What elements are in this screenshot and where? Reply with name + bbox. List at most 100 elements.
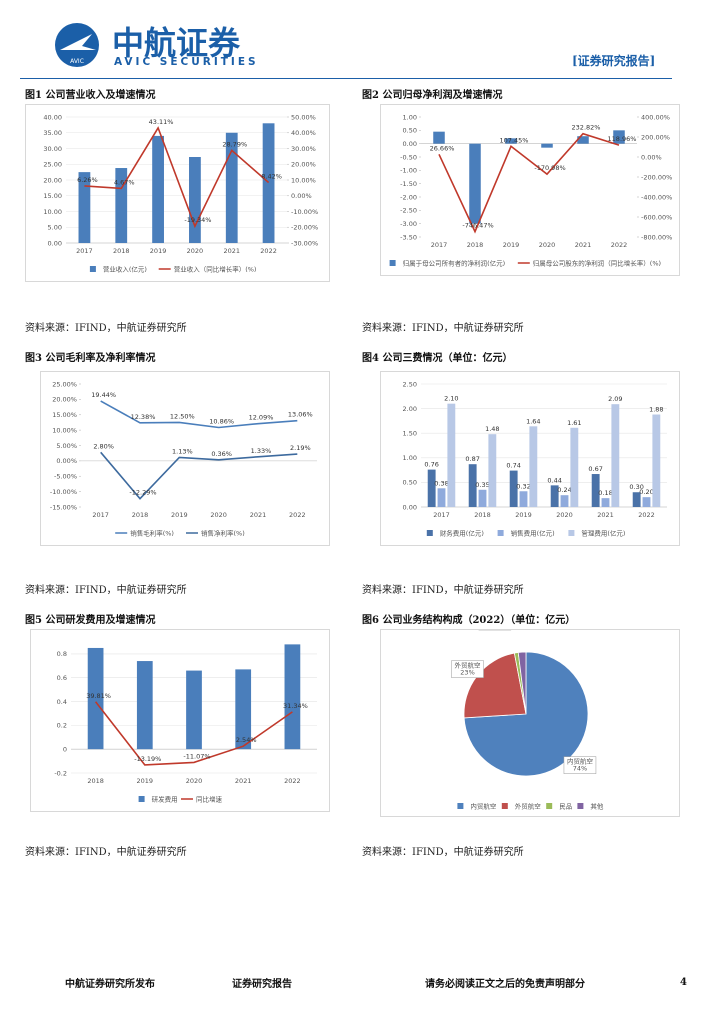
data-label: 19.44% (91, 391, 116, 399)
legend-swatch (577, 803, 584, 809)
legend-label: 归属母公司股东的净利润（同比增长率）(%) (533, 258, 661, 267)
data-label: -19.34% (184, 216, 211, 224)
data-label: 39.81% (86, 692, 111, 700)
bar (235, 669, 252, 750)
bar (478, 489, 487, 507)
pie-slice (517, 651, 527, 715)
bar (427, 469, 436, 507)
y-tick-label: 0.50 (403, 127, 417, 135)
x-tick-label: 2022 (284, 777, 301, 785)
y-tick-label: -3.00 (400, 220, 417, 228)
y-tick-label: -10.00% (50, 488, 77, 496)
data-label: 2.10 (444, 395, 458, 403)
y-tick-label: -0.50 (400, 153, 417, 161)
data-label: 2.54% (236, 736, 257, 744)
data-label: 0.74 (506, 462, 520, 470)
legend-label: 销售毛利率(%) (130, 528, 174, 537)
data-label: 10.86% (209, 417, 234, 425)
bar (529, 426, 538, 507)
data-label: 1.64 (526, 417, 540, 425)
y2-tick-label: 50.00% (291, 113, 316, 121)
data-label: 26.66% (430, 144, 455, 152)
x-tick-label: 2018 (474, 511, 491, 519)
x-tick-label: 2017 (92, 511, 109, 519)
y-tick-label: 15.00% (52, 411, 77, 419)
header-rule (20, 78, 672, 79)
data-label: 0.36% (211, 450, 232, 458)
bar (78, 172, 91, 243)
data-label: 2.09 (608, 395, 622, 403)
bar (632, 492, 641, 507)
y-tick-label: -3.50 (400, 233, 417, 241)
line-series (100, 451, 298, 500)
data-label: 0.18 (598, 489, 612, 497)
x-tick-label: 2022 (638, 511, 655, 519)
data-label: 0.87 (465, 455, 479, 463)
data-label: 12.38% (131, 413, 156, 421)
legend-swatch (138, 796, 145, 802)
x-tick-label: 2021 (597, 511, 614, 519)
y-tick-label: 0.4 (57, 698, 67, 706)
y-tick-label: 25.00% (52, 380, 77, 388)
data-label: 28.79% (222, 140, 247, 148)
legend-swatch (501, 803, 508, 809)
y-tick-label: 0.00 (403, 503, 417, 511)
y-tick-label: 30.00 (43, 145, 62, 153)
y2-tick-label: -20.00% (291, 224, 318, 232)
y2-tick-label: -800.00% (641, 233, 672, 241)
legend-swatch (89, 266, 96, 272)
y2-tick-label: 30.00% (291, 145, 316, 153)
x-tick-label: 2019 (137, 777, 154, 785)
bar (262, 123, 275, 243)
x-tick-label: 2020 (210, 511, 227, 519)
y-tick-label: 40.00 (43, 113, 62, 121)
legend-label: 销售费用(亿元) (511, 528, 555, 537)
x-tick-label: 2020 (556, 511, 573, 519)
y-tick-label: 2.50 (403, 380, 417, 388)
y2-tick-label: 20.00% (291, 161, 316, 169)
data-label: 107.45% (500, 136, 529, 144)
figure-title: 图3 公司毛利率及净利率情况 (25, 353, 156, 364)
legend-swatch (389, 260, 396, 266)
data-label: -746.47% (462, 222, 493, 230)
bar (577, 136, 589, 144)
footer-disclaimer: 请务必阅读正文之后的免责声明部分 (425, 979, 585, 990)
data-label: 0.32 (516, 482, 530, 490)
logo-mark: AVIC (55, 23, 99, 67)
bar (447, 403, 456, 507)
data-label: -13.19% (134, 755, 161, 763)
y-tick-label: 35.00 (43, 129, 62, 137)
data-label: 0.20 (639, 488, 653, 496)
x-tick-label: 2020 (186, 777, 203, 785)
legend-label: 研发费用 (152, 794, 178, 803)
line-series (438, 132, 620, 234)
data-label: 12.09% (249, 414, 274, 422)
x-tick-label: 2019 (171, 511, 188, 519)
data-label: 118.96% (608, 135, 637, 143)
data-label: 0.38 (434, 479, 448, 487)
data-label: -11.07% (183, 752, 210, 760)
x-tick-label: 2021 (223, 247, 240, 255)
legend-label: 归属于母公司所有者的净利润(亿元) (403, 258, 506, 267)
data-label: 0.24 (557, 486, 571, 494)
data-label: 13.06% (288, 411, 313, 419)
legend-label: 管理费用(亿元) (581, 528, 625, 537)
bar (488, 434, 497, 507)
data-label: 8.42% (261, 172, 282, 180)
y2-tick-label: 200.00% (641, 133, 670, 141)
figure-source: 资料来源：IFIND，中航证券研究所 (25, 847, 187, 858)
y-tick-label: -0.2 (54, 769, 67, 777)
data-label: 12.50% (170, 412, 195, 420)
chart: 0.00 5.00 10.00 15.00 20.00 25.00 30.00 35.00 40… (25, 104, 330, 282)
bar (550, 485, 559, 507)
y-tick-label: 5.00 (48, 224, 62, 232)
footer-publisher: 中航证券研究所发布 (65, 979, 155, 990)
data-label: 0.76 (424, 461, 438, 469)
legend-label: 同比增速 (196, 794, 223, 803)
figure-source: 资料来源：IFIND，中航证券研究所 (25, 585, 187, 596)
bar (225, 132, 238, 243)
y-tick-label: -2.50 (400, 207, 417, 215)
pie-value-label: 23% (460, 669, 474, 677)
data-label: 2.80% (93, 442, 114, 450)
pie-label: 内贸航空 (567, 757, 594, 766)
